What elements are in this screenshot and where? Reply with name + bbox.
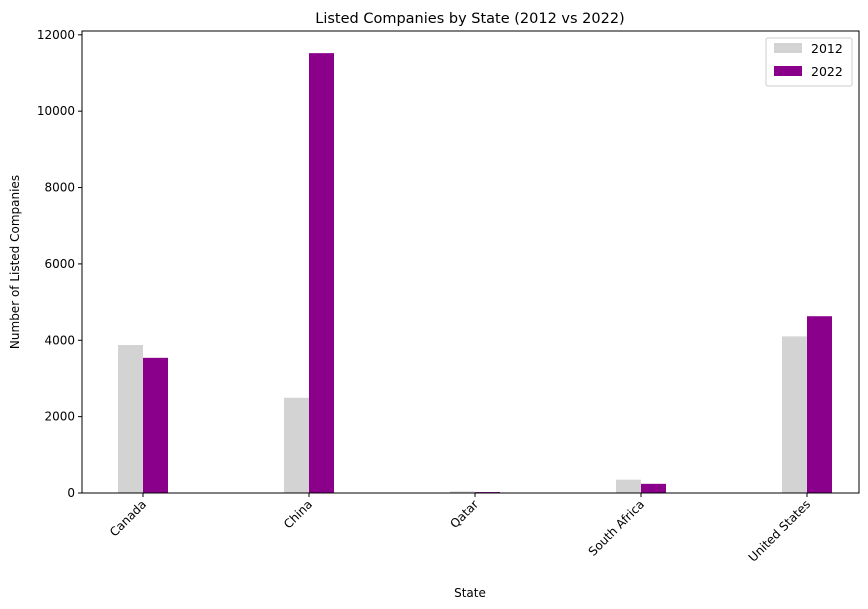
legend-swatch-2022 — [774, 66, 802, 76]
y-tick-label: 2000 — [44, 410, 75, 424]
legend-label-2022: 2022 — [811, 64, 843, 79]
bar-2012-south-africa — [616, 479, 641, 493]
bar-2022-united-states — [807, 316, 832, 493]
bar-2012-united-states — [782, 336, 807, 493]
plot-frame — [81, 30, 860, 494]
chart-title: Listed Companies by State (2012 vs 2022) — [315, 11, 624, 27]
y-tick-label: 10000 — [37, 104, 75, 118]
bar-2022-canada — [143, 357, 168, 493]
y-tick-label: 8000 — [44, 181, 75, 195]
y-axis: 0 2000 4000 6000 8000 10000 12000 — [37, 28, 82, 500]
bar-2012-canada — [118, 345, 143, 493]
bar-2022-south-africa — [641, 483, 666, 493]
y-tick-label: 0 — [67, 486, 75, 500]
bars-group — [118, 53, 832, 494]
legend: 2012 2022 — [765, 37, 853, 87]
x-axis-title: State — [454, 586, 486, 600]
y-tick-label: 4000 — [44, 333, 75, 347]
y-axis-title: Number of Listed Companies — [8, 175, 22, 349]
bar-2012-china — [284, 397, 309, 493]
bar-2012-qatar — [450, 491, 475, 493]
y-tick-label: 6000 — [44, 257, 75, 271]
legend-label-2012: 2012 — [811, 41, 843, 56]
legend-swatch-2012 — [774, 43, 802, 53]
y-tick-label: 12000 — [37, 28, 75, 42]
bar-2022-china — [309, 53, 334, 494]
